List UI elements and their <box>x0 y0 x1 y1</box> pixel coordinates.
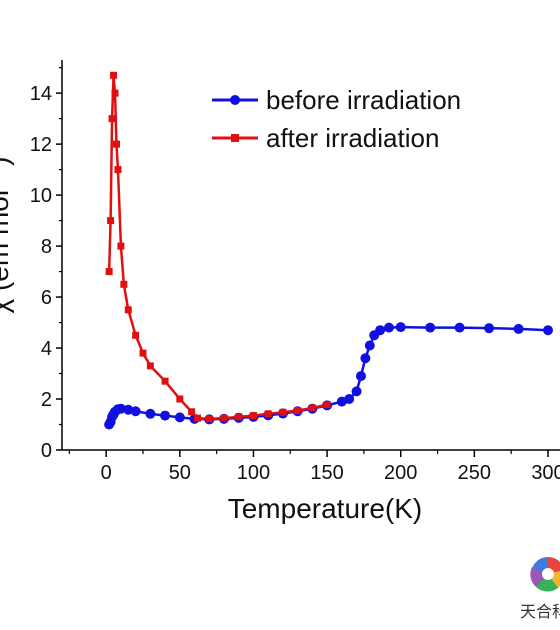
y-tick-label: 14 <box>30 83 52 105</box>
x-tick-label: 0 <box>101 462 112 484</box>
data-point <box>161 377 169 385</box>
data-point <box>220 414 228 422</box>
data-point <box>375 325 386 336</box>
data-point <box>105 268 113 276</box>
data-point <box>344 394 355 405</box>
series-1 <box>105 71 331 423</box>
data-point <box>383 322 394 333</box>
data-point <box>425 322 436 333</box>
data-point <box>264 410 272 418</box>
data-point <box>294 406 302 414</box>
y-tick-label: 0 <box>41 440 52 462</box>
y-tick-label: 10 <box>30 185 52 207</box>
pinwheel-logo-icon <box>530 557 560 592</box>
y-tick-label: 12 <box>30 134 52 156</box>
x-tick-label: 300 <box>531 462 560 484</box>
watermark-text: 天合科 <box>520 602 560 621</box>
x-tick-label: 100 <box>237 462 270 484</box>
data-point <box>107 217 115 225</box>
data-point <box>351 386 362 397</box>
watermark-logo: 天合科 <box>520 548 560 630</box>
data-point <box>395 322 406 333</box>
data-point <box>108 115 116 123</box>
data-point <box>188 408 196 416</box>
data-point <box>249 412 257 420</box>
legend-label: before irradiation <box>266 85 461 115</box>
data-point <box>174 412 185 423</box>
data-point <box>139 349 147 357</box>
data-point <box>323 401 331 409</box>
data-point <box>235 413 243 421</box>
legend: before irradiation after irradiation <box>212 85 461 153</box>
axes: 0 50 100 150 200 250 300 0 2 4 6 8 10 12 14 Temperature… <box>0 60 560 524</box>
legend-marker <box>231 134 239 142</box>
data-point <box>110 71 118 79</box>
data-point <box>117 242 125 250</box>
data-point <box>543 325 553 336</box>
y-tick-label: 4 <box>41 338 52 360</box>
data-point <box>114 166 122 174</box>
data-point <box>130 406 141 417</box>
data-point <box>360 353 371 364</box>
data-point <box>364 340 375 351</box>
data-point <box>112 140 120 148</box>
data-point <box>160 410 171 421</box>
y-axis-title: χ (em mol⁻¹) <box>0 156 14 313</box>
data-point <box>355 371 366 382</box>
series-layer <box>104 71 553 430</box>
data-point <box>176 395 184 403</box>
data-point <box>279 408 287 416</box>
data-point <box>454 322 465 333</box>
data-point <box>308 404 316 412</box>
data-point <box>111 89 119 97</box>
x-tick-label: 250 <box>458 462 491 484</box>
y-tick-label: 2 <box>41 389 52 411</box>
data-point <box>146 362 154 370</box>
data-point <box>484 323 495 334</box>
data-point <box>193 414 201 422</box>
y-tick-label: 6 <box>41 287 52 309</box>
y-tick-label: 8 <box>41 236 52 258</box>
data-point <box>205 415 213 423</box>
data-point <box>132 331 140 339</box>
data-point <box>120 280 128 288</box>
data-point <box>513 323 524 334</box>
x-tick-label: 50 <box>169 462 191 484</box>
x-tick-label: 150 <box>310 462 343 484</box>
x-axis-title: Temperature(K) <box>228 493 423 524</box>
x-tick-label: 200 <box>384 462 417 484</box>
series-0 <box>104 322 553 430</box>
data-point <box>145 408 156 419</box>
data-point <box>124 306 132 314</box>
legend-label: after irradiation <box>266 123 439 153</box>
legend-marker <box>230 95 240 105</box>
data-point <box>115 403 126 414</box>
